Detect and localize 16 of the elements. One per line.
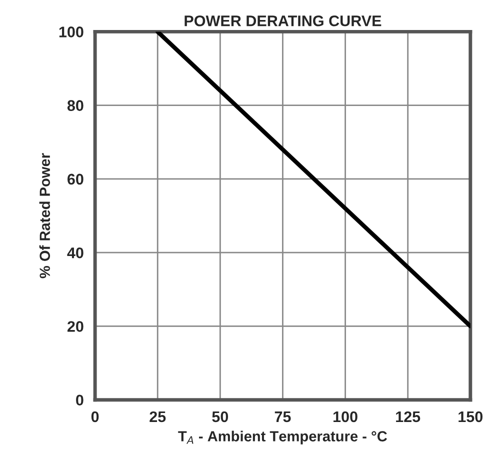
x-axis-title: T$_{A}$ - Ambient Temperature - °C bbox=[178, 430, 387, 444]
y-tick-label: 100 bbox=[59, 26, 84, 38]
y-tick-label: 20 bbox=[67, 321, 84, 332]
x-tick-label: 50 bbox=[212, 411, 228, 422]
x-tick-label: 75 bbox=[274, 412, 291, 422]
x-tick-label: 25 bbox=[150, 411, 166, 422]
x-tick-label: 150 bbox=[458, 411, 483, 422]
chart-title: POWER DERATING CURVE bbox=[184, 15, 382, 26]
x-tick-label: 125 bbox=[396, 411, 420, 422]
y-axis-title: % Of Rated Power bbox=[39, 153, 50, 278]
x-tick-label: 100 bbox=[334, 411, 358, 422]
y-tick-label: 80 bbox=[67, 100, 84, 111]
y-tick-label: 0 bbox=[76, 394, 84, 406]
x-tick-label: 0 bbox=[91, 411, 99, 422]
y-tick-label: 40 bbox=[67, 247, 84, 258]
y-tick-label: 60 bbox=[68, 174, 84, 185]
